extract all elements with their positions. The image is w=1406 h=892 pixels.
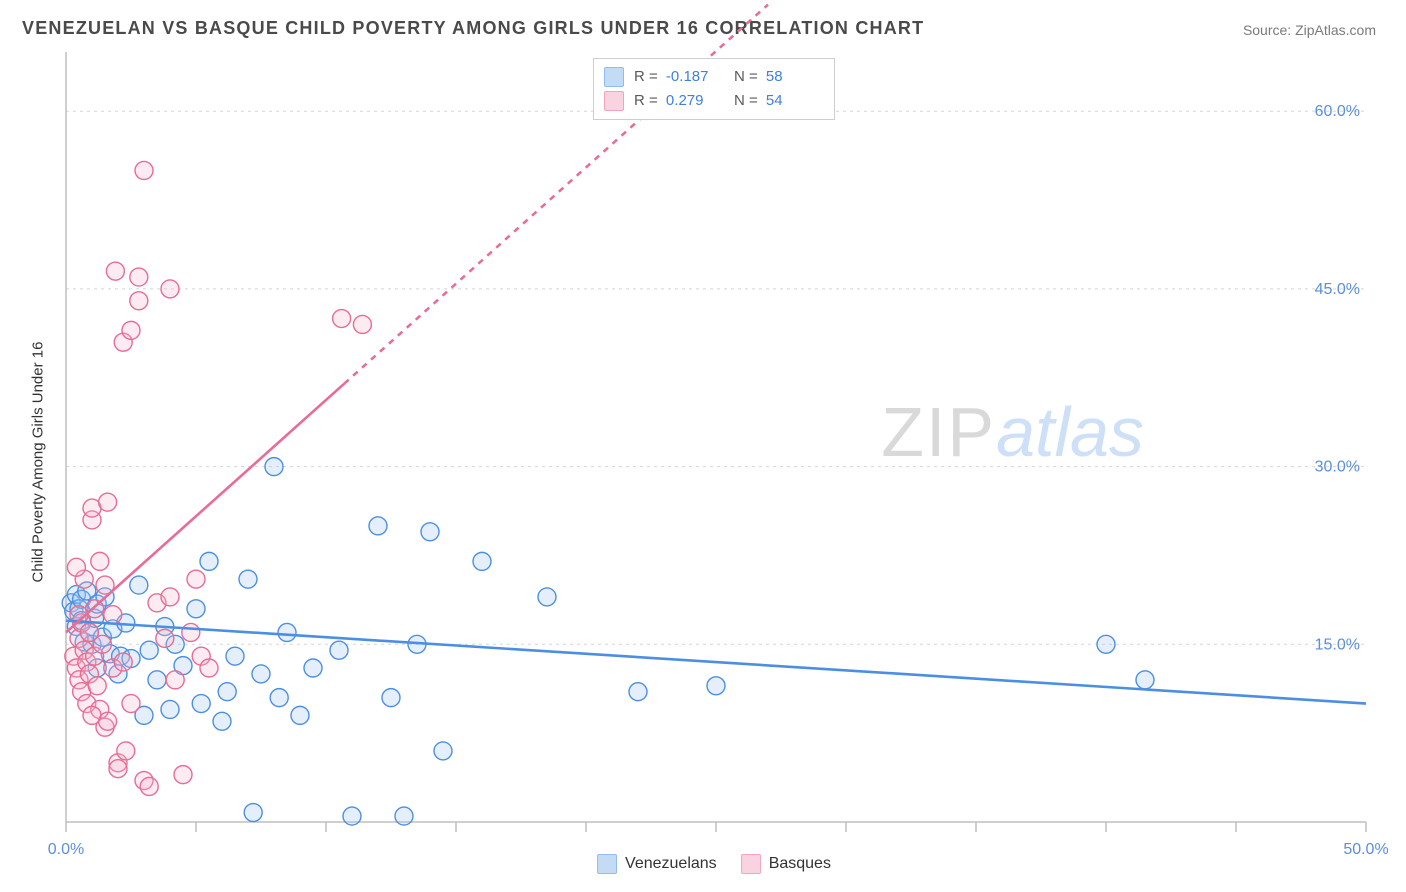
data-point [174, 766, 192, 784]
data-point [114, 653, 132, 671]
data-point [244, 804, 262, 822]
legend-swatch [604, 67, 624, 87]
data-point [140, 641, 158, 659]
data-point [135, 161, 153, 179]
data-point [353, 315, 371, 333]
series-legend-item-basques: Basques [741, 854, 831, 874]
data-point [218, 683, 236, 701]
data-point [333, 310, 351, 328]
data-point [434, 742, 452, 760]
data-point [148, 671, 166, 689]
data-point [109, 760, 127, 778]
chart-title: VENEZUELAN VS BASQUE CHILD POVERTY AMONG… [22, 18, 924, 39]
data-point [265, 458, 283, 476]
legend-swatch [597, 854, 617, 874]
data-point [130, 268, 148, 286]
data-point [330, 641, 348, 659]
n-label: N = [734, 92, 758, 109]
data-point [707, 677, 725, 695]
data-point [187, 570, 205, 588]
data-point [161, 280, 179, 298]
data-point [252, 665, 270, 683]
correlation-legend: R = -0.187 N = 58 R = 0.279 N = 54 [593, 58, 835, 120]
data-point [291, 706, 309, 724]
data-point [629, 683, 647, 701]
data-point [106, 262, 124, 280]
legend-swatch [604, 91, 624, 111]
data-point [166, 671, 184, 689]
data-point [192, 695, 210, 713]
data-point [538, 588, 556, 606]
r-label: R = [634, 68, 658, 85]
data-point [421, 523, 439, 541]
data-point [117, 742, 135, 760]
svg-text:15.0%: 15.0% [1315, 636, 1360, 653]
data-point [239, 570, 257, 588]
legend-row-basques: R = 0.279 N = 54 [604, 89, 824, 113]
data-point [88, 677, 106, 695]
r-value: 0.279 [662, 92, 704, 109]
source-label: Source: ZipAtlas.com [1243, 22, 1376, 38]
data-point [200, 659, 218, 677]
data-point [395, 807, 413, 825]
svg-text:50.0%: 50.0% [1343, 841, 1388, 858]
data-point [67, 558, 85, 576]
data-point [187, 600, 205, 618]
data-point [226, 647, 244, 665]
r-label: R = [634, 92, 658, 109]
data-point [343, 807, 361, 825]
legend-swatch [741, 854, 761, 874]
data-point [369, 517, 387, 535]
svg-text:30.0%: 30.0% [1315, 459, 1360, 476]
data-point [130, 576, 148, 594]
n-label: N = [734, 68, 758, 85]
data-point [1097, 635, 1115, 653]
data-point [182, 623, 200, 641]
data-point [122, 321, 140, 339]
data-point [130, 292, 148, 310]
data-point [213, 712, 231, 730]
data-point [161, 588, 179, 606]
r-value: -0.187 [662, 68, 709, 85]
data-point [304, 659, 322, 677]
data-point [93, 635, 111, 653]
data-point [104, 606, 122, 624]
svg-text:60.0%: 60.0% [1315, 103, 1360, 120]
legend-row-venezuelans: R = -0.187 N = 58 [604, 65, 824, 89]
data-point [156, 629, 174, 647]
data-point [91, 552, 109, 570]
series-legend: Venezuelans Basques [597, 854, 831, 874]
n-value: 54 [762, 92, 783, 109]
scatter-plot: 15.0% 30.0% 45.0% 60.0% 0.0% 50.0% [44, 52, 1386, 872]
data-point [270, 689, 288, 707]
svg-text:45.0%: 45.0% [1315, 281, 1360, 298]
data-point [278, 623, 296, 641]
data-point [99, 493, 117, 511]
chart-container: Child Poverty Among Girls Under 16 ZIPat… [44, 52, 1384, 872]
data-point [1136, 671, 1154, 689]
data-point [382, 689, 400, 707]
data-point [200, 552, 218, 570]
data-point [83, 706, 101, 724]
n-value: 58 [762, 68, 783, 85]
series-legend-item-venezuelans: Venezuelans [597, 854, 717, 874]
data-point [122, 695, 140, 713]
data-point [473, 552, 491, 570]
data-point [161, 700, 179, 718]
svg-text:0.0%: 0.0% [48, 841, 84, 858]
legend-label: Venezuelans [625, 855, 717, 873]
legend-label: Basques [769, 855, 831, 873]
data-point [140, 777, 158, 795]
